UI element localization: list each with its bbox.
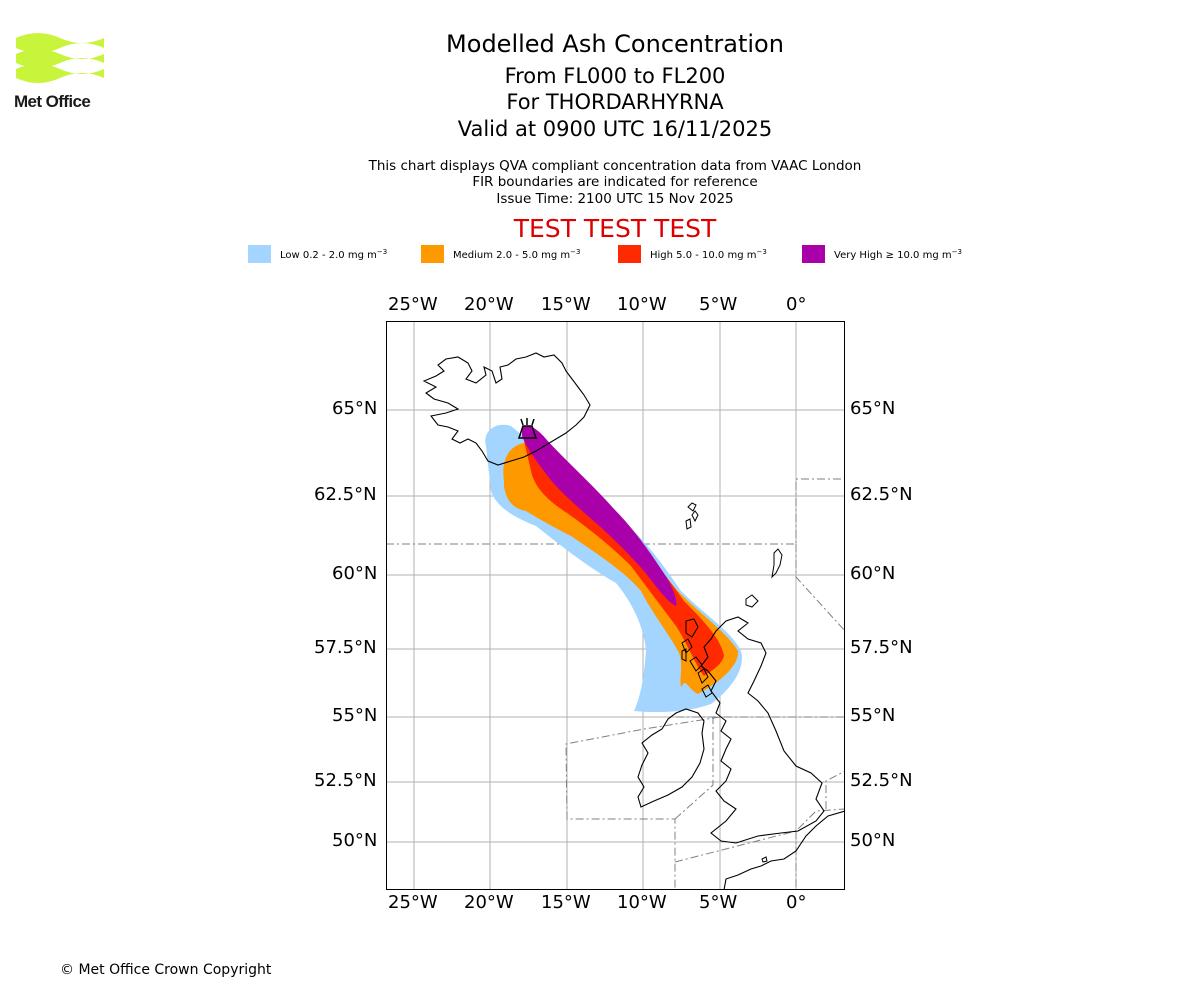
lon-tick-top: 5°W — [699, 294, 738, 315]
ash-very-high — [522, 425, 677, 606]
legend-swatch-high — [618, 245, 641, 263]
legend-label-medium: Medium 2.0 - 5.0 mg m — [453, 249, 571, 261]
fir-note: FIR boundaries are indicated for referen… — [472, 174, 758, 190]
chart-title: Modelled Ash Concentration — [446, 30, 784, 58]
met-office-wave-icon — [16, 33, 104, 83]
test-banner: TEST TEST TEST — [513, 214, 717, 243]
lat-tick-left: 65°N — [332, 398, 378, 419]
flight-level-range: From FL000 to FL200 — [504, 64, 726, 88]
issue-time: Issue Time: 2100 UTC 15 Nov 2025 — [496, 191, 734, 207]
legend-label-high: High 5.0 - 10.0 mg m — [650, 249, 757, 261]
faroe-islands — [685, 502, 699, 530]
logo-text: Met Office — [14, 92, 91, 111]
met-office-logo — [14, 30, 106, 94]
lon-tick-bottom: 20°W — [464, 892, 514, 913]
description-line: This chart displays QVA compliant concen… — [368, 158, 862, 174]
lon-tick-top: 25°W — [388, 294, 438, 315]
channel-islands — [761, 856, 768, 863]
valid-time: Valid at 0900 UTC 16/11/2025 — [457, 117, 773, 141]
lon-tick-bottom: 5°W — [699, 892, 738, 913]
lon-tick-bottom: 0° — [786, 892, 807, 913]
iceland-coastline — [422, 352, 591, 466]
legend-exp-medium: −3 — [570, 247, 581, 256]
lat-tick-left: 60°N — [332, 563, 378, 584]
france-coastline — [723, 810, 845, 890]
legend-exp-very-high: −3 — [951, 247, 962, 256]
lon-tick-bottom: 15°W — [541, 892, 591, 913]
lat-tick-left: 50°N — [332, 830, 378, 851]
legend-exp-high: −3 — [756, 247, 767, 256]
lat-tick-right: 65°N — [850, 398, 896, 419]
lat-tick-left: 52.5°N — [314, 770, 377, 791]
gridlines — [386, 321, 845, 890]
shetland — [771, 548, 783, 579]
lat-tick-left: 57.5°N — [314, 637, 377, 658]
hebrides-islands — [681, 618, 713, 698]
lon-tick-top: 0° — [786, 294, 807, 315]
orkney — [745, 594, 759, 608]
great-britain-coastline — [700, 616, 825, 844]
lat-tick-right: 55°N — [850, 705, 896, 726]
ash-map — [386, 321, 845, 890]
lon-tick-bottom: 25°W — [388, 892, 438, 913]
lat-tick-right: 52.5°N — [850, 770, 913, 791]
lat-tick-right: 60°N — [850, 563, 896, 584]
lat-tick-right: 50°N — [850, 830, 896, 851]
volcano-name: For THORDARHYRNA — [506, 90, 724, 114]
legend-item-medium: Medium 2.0 - 5.0 mg m−3 — [421, 244, 580, 264]
ireland-coastline — [637, 708, 705, 808]
lon-tick-top: 15°W — [541, 294, 591, 315]
legend-item-high: High 5.0 - 10.0 mg m−3 — [618, 244, 767, 264]
map-frame — [386, 321, 845, 890]
legend-label-low: Low 0.2 - 2.0 mg m — [280, 249, 377, 261]
lat-tick-right: 62.5°N — [850, 484, 913, 505]
copyright: © Met Office Crown Copyright — [60, 962, 272, 978]
lat-tick-right: 57.5°N — [850, 637, 913, 658]
legend-label-very-high: Very High ≥ 10.0 mg m — [834, 249, 952, 261]
legend-swatch-medium — [421, 245, 444, 263]
legend-item-very-high: Very High ≥ 10.0 mg m−3 — [802, 244, 962, 264]
volcano-icon — [517, 418, 538, 439]
legend-exp-low: −3 — [376, 247, 388, 256]
lon-tick-top: 10°W — [617, 294, 667, 315]
legend-swatch-low — [248, 245, 271, 263]
legend-item-low: Low 0.2 - 2.0 mg m−3 — [248, 244, 387, 264]
lat-tick-left: 55°N — [332, 705, 378, 726]
lon-tick-bottom: 10°W — [617, 892, 667, 913]
lat-tick-left: 62.5°N — [314, 484, 377, 505]
legend-swatch-very-high — [802, 245, 825, 263]
lon-tick-top: 20°W — [464, 294, 514, 315]
